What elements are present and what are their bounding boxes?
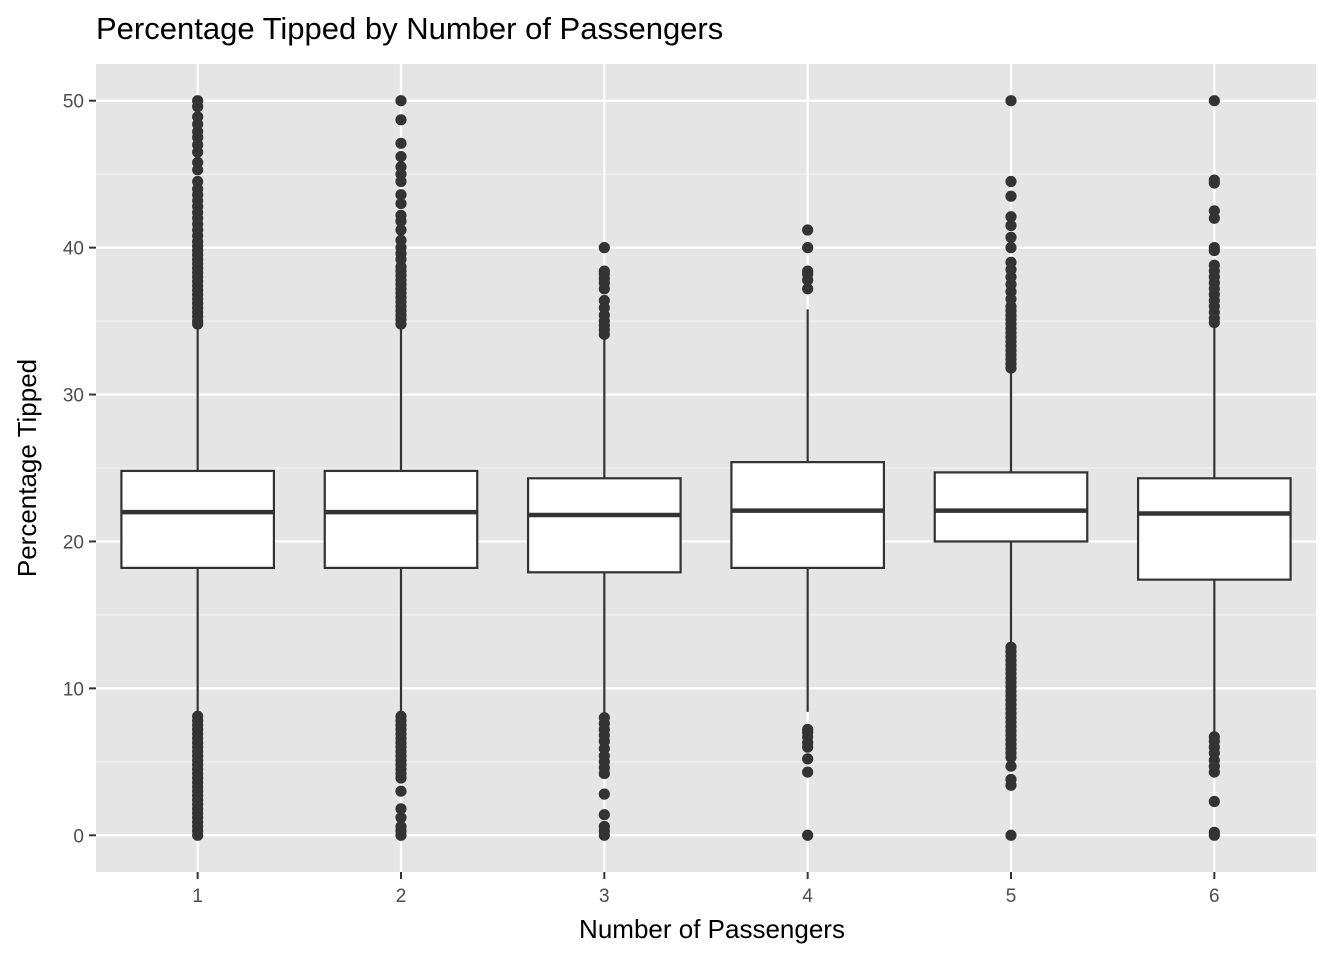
outlier-point [598,294,610,307]
outlier-point [1005,829,1017,841]
minor-gridlines [96,173,1316,763]
x-tick-label: 3 [599,886,610,907]
outlier-point [1005,211,1017,223]
x-tick-label: 2 [396,886,407,907]
y-tick-label: 10 [63,679,84,700]
outlier-point [802,753,814,765]
outlier-point [1208,242,1220,254]
y-axis: 0 10 20 30 40 50 [63,92,96,847]
outlier-point [802,723,814,736]
box-group-1 [120,95,276,841]
outlier-point [598,820,610,833]
y-axis-title: Percentage Tipped [12,359,42,577]
y-tick-label: 40 [63,239,84,260]
outlier-point [192,175,204,188]
iqr-box [933,471,1089,543]
outlier-point [395,812,407,824]
outlier-point [802,242,814,254]
x-tick-label: 5 [1006,886,1017,907]
outlier-point [192,156,204,169]
box-group-6 [1136,95,1292,841]
outlier-point [192,111,204,123]
outlier-point [802,224,814,236]
iqr-box [526,477,682,574]
y-tick-label: 0 [73,826,84,847]
outlier-point [395,189,407,201]
outlier-point [1005,190,1017,202]
outlier-point [1005,242,1017,254]
x-axis: 1 2 3 4 5 6 [192,872,1220,907]
outlier-point [1005,220,1017,232]
chart-title: Percentage Tipped by Number of Passenger… [96,11,723,46]
x-axis-title: Number of Passengers [579,914,845,944]
boxes-layer [120,95,1292,841]
outlier-point [395,785,407,797]
outlier-point [1005,95,1017,107]
outlier-point [598,242,610,254]
y-tick-label: 20 [63,532,84,553]
outlier-point [1208,731,1220,743]
outlier-point [1208,795,1220,808]
outlier-point [598,809,610,821]
outlier-point [598,712,610,724]
outlier-point [395,803,407,815]
x-tick-label: 6 [1209,886,1220,907]
outlier-point [395,137,407,149]
iqr-box [730,461,886,569]
iqr-box [323,469,479,569]
outlier-point [1208,174,1220,186]
iqr-box [1136,477,1292,581]
outlier-point [1005,773,1017,786]
outlier-point [395,150,407,163]
y-tick-label: 50 [63,92,84,113]
iqr-box [120,469,276,569]
outlier-point [1208,826,1220,838]
x-tick-label: 1 [192,886,203,907]
box-group-5 [933,95,1089,841]
outlier-point [802,829,814,841]
x-tick-label: 4 [802,886,813,907]
outlier-point [395,161,407,173]
outlier-point [802,265,814,277]
outlier-point [395,820,407,833]
outlier-point [1208,259,1220,271]
outlier-point [1208,95,1220,107]
y-tick-label: 30 [63,386,84,407]
outlier-point [192,95,204,107]
outlier-point [395,197,407,210]
outlier-point [395,224,407,236]
outlier-point [395,710,407,722]
outlier-point [395,95,407,107]
outlier-point [395,234,407,246]
outlier-point [192,710,204,722]
outlier-point [802,283,814,295]
outlier-point [802,766,814,778]
box-group-4 [730,224,886,841]
outlier-point [1208,205,1220,217]
outlier-point [598,265,610,277]
outlier-point [598,788,610,800]
outlier-point [395,209,407,221]
box-group-2 [323,95,479,841]
outlier-point [1005,760,1017,772]
box-group-3 [526,242,682,841]
outlier-point [1005,231,1017,243]
outlier-point [1005,175,1017,188]
outlier-point [1005,641,1017,653]
outlier-point [1005,256,1017,268]
outlier-point [395,114,407,126]
